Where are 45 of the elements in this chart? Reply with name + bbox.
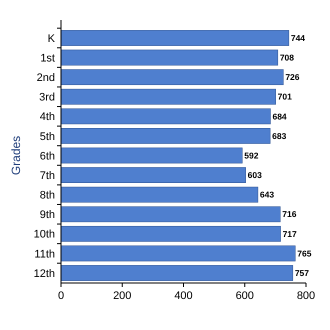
data-label: 716 — [282, 209, 297, 220]
y-tick-label: 8th — [40, 190, 55, 202]
y-tick-label: 1st — [40, 52, 55, 64]
bar — [60, 206, 281, 222]
data-label: 701 — [278, 92, 292, 102]
data-label: 744 — [290, 32, 306, 43]
y-tick-label: 3rd — [39, 92, 55, 104]
y-tick-label: 5th — [40, 130, 55, 143]
bar — [60, 69, 284, 86]
bar — [60, 88, 276, 105]
bar — [60, 128, 270, 144]
data-label: 643 — [260, 190, 274, 200]
x-tick-label: 600 — [236, 290, 254, 302]
y-tick-label: 7th — [40, 170, 55, 182]
bar — [60, 167, 246, 183]
bar — [60, 246, 296, 262]
y-tick-label: 9th — [40, 209, 55, 222]
bar — [60, 30, 290, 46]
y-tick-label: 2nd — [36, 72, 55, 84]
data-label: 726 — [285, 72, 300, 82]
data-label: 765 — [297, 248, 312, 258]
data-label: 603 — [248, 170, 262, 180]
data-label: 683 — [272, 130, 287, 141]
y-tick-label: 10th — [34, 228, 55, 241]
y-tick-label: 6th — [40, 150, 55, 162]
bar — [60, 186, 258, 203]
x-tick-label: 200 — [113, 290, 132, 302]
y-axis-title: Grades — [9, 136, 23, 176]
x-tick-label: 400 — [174, 290, 193, 302]
bar — [60, 226, 281, 242]
x-tick-label: 0 — [58, 290, 64, 302]
y-tick-label: 11th — [34, 248, 55, 260]
y-tick-label: K — [48, 32, 56, 45]
bar — [60, 265, 294, 281]
bar — [60, 50, 278, 66]
x-tick-label: 800 — [296, 290, 316, 302]
y-tick-label: 12th — [34, 268, 55, 280]
data-label: 684 — [272, 111, 287, 122]
data-label: 592 — [244, 150, 259, 160]
data-label: 717 — [282, 228, 298, 239]
data-label: 757 — [294, 268, 310, 278]
bar — [60, 148, 243, 164]
data-label: 708 — [280, 52, 294, 63]
y-tick-label: 4th — [40, 111, 55, 124]
bar — [60, 108, 271, 124]
